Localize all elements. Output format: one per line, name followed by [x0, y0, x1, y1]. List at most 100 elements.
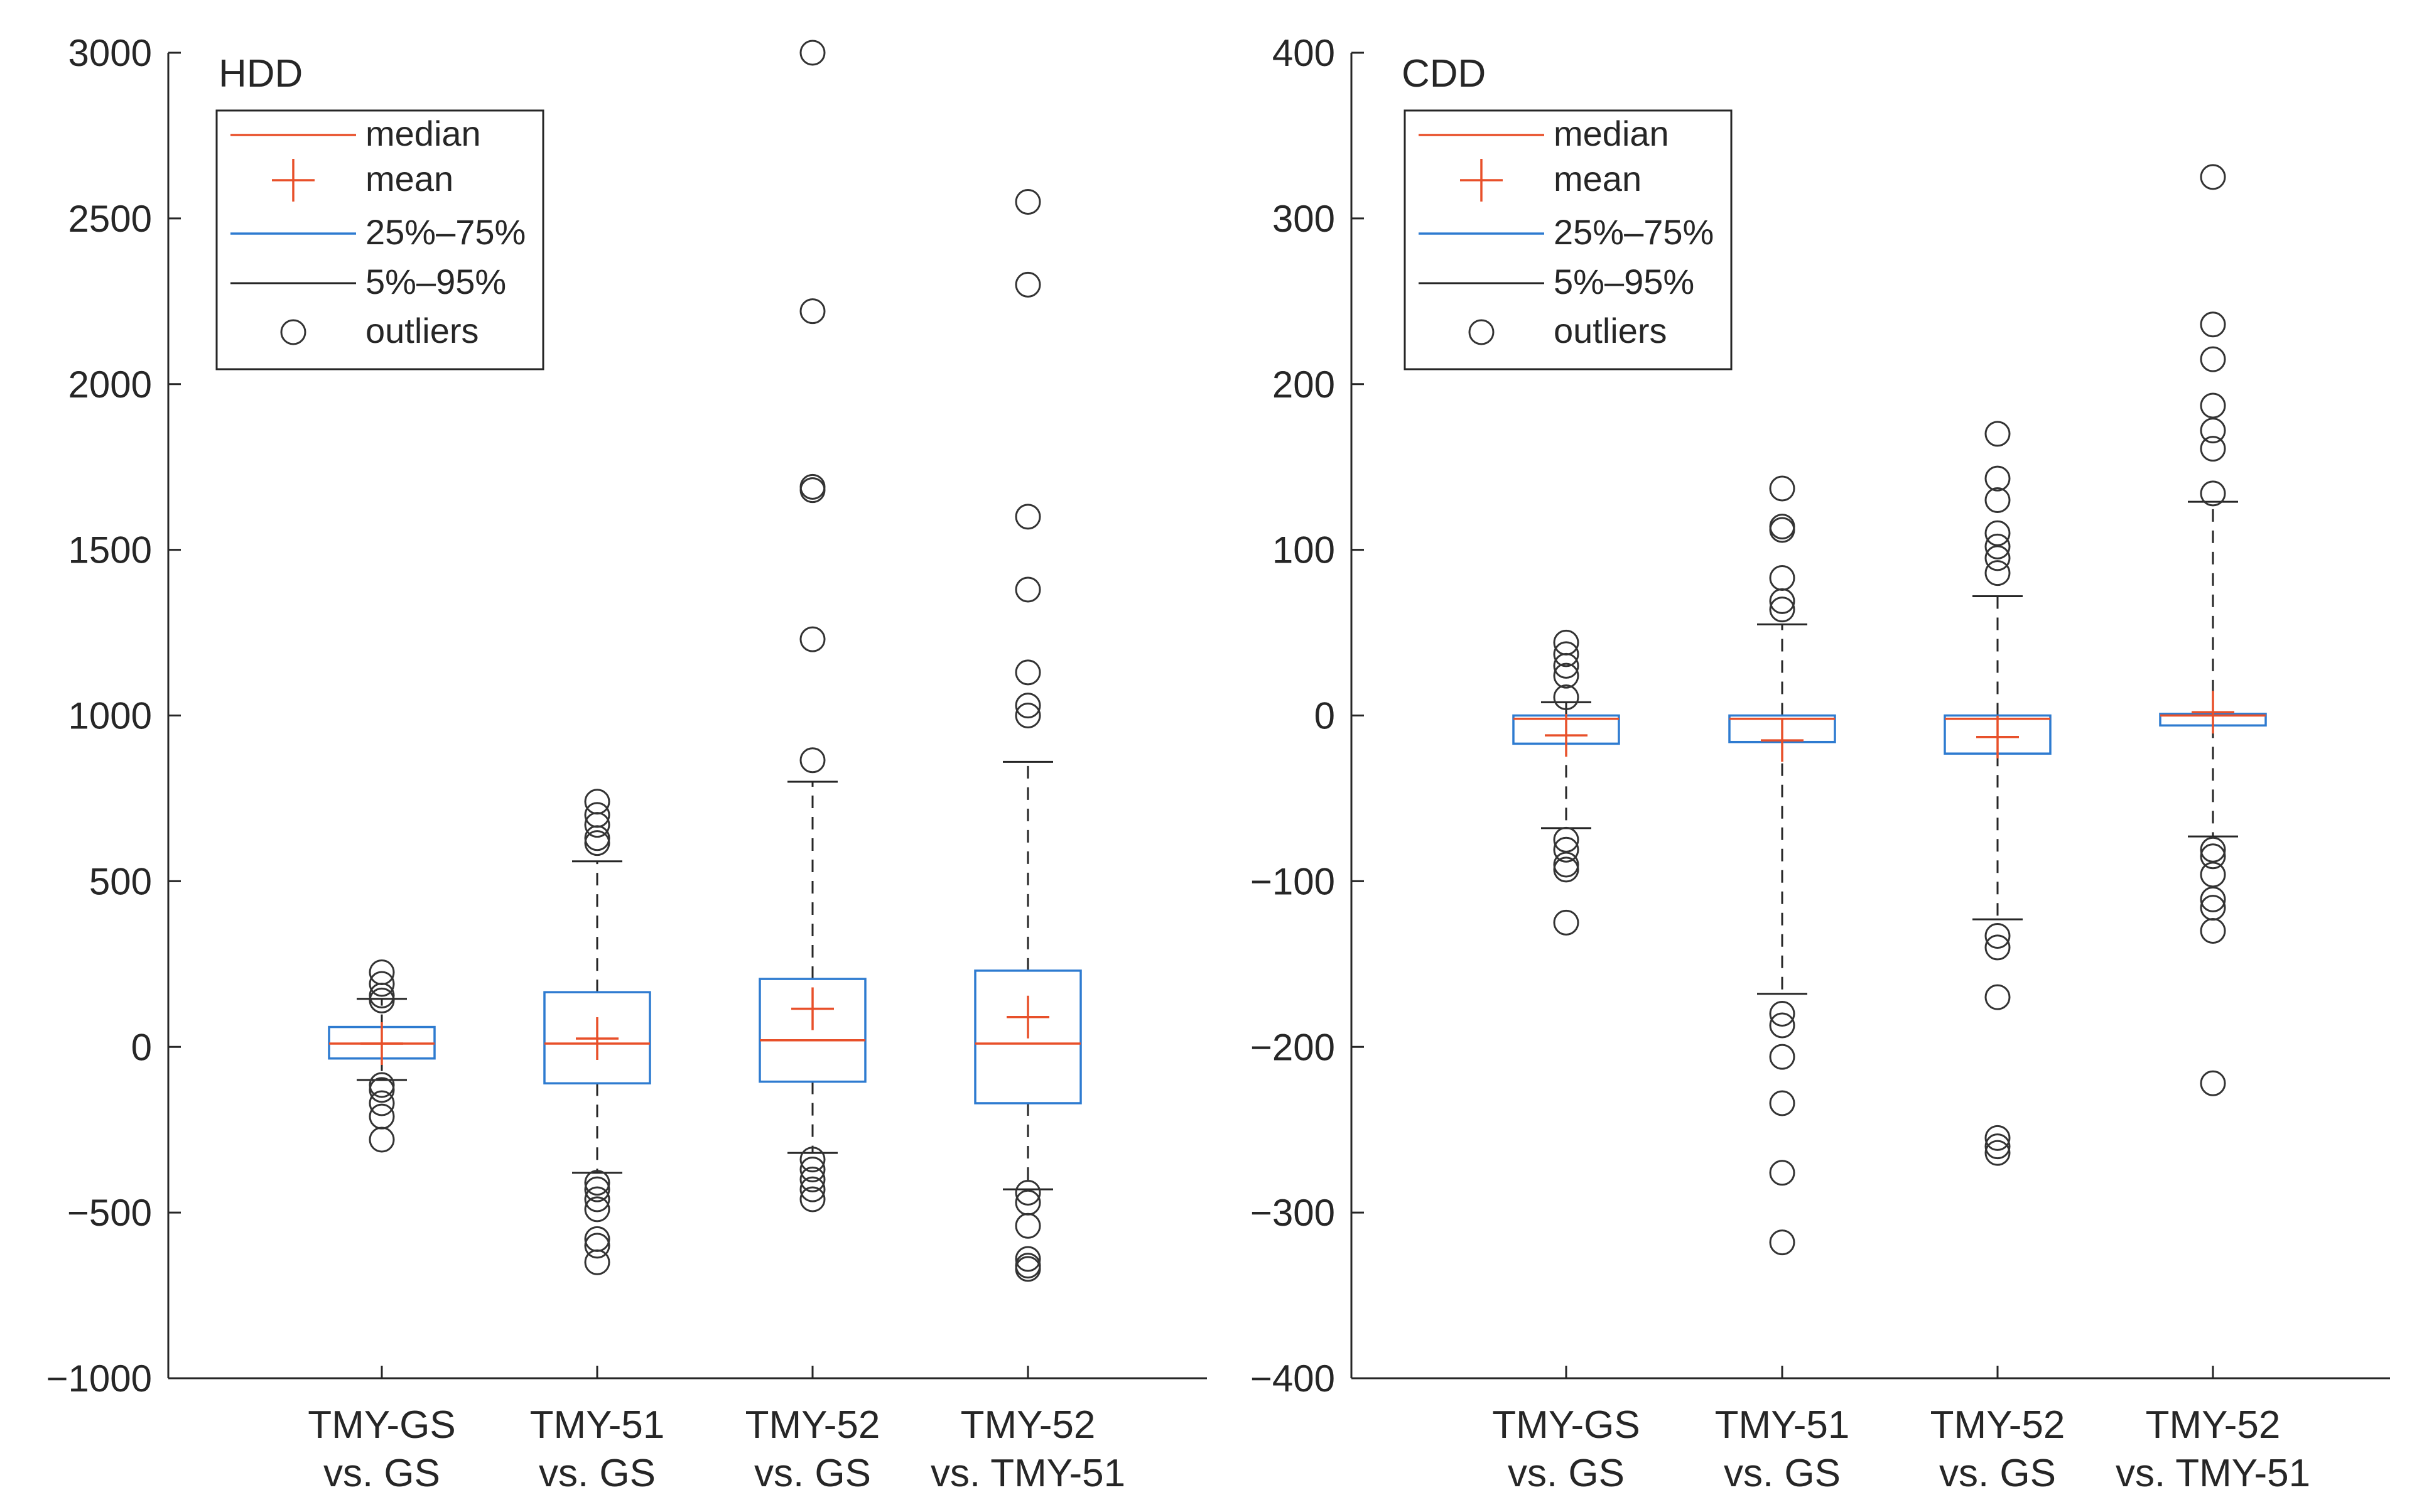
- x-tick-label: vs. GS: [323, 1452, 440, 1495]
- outlier-point: [1984, 922, 2011, 949]
- x-tick-label: vs. GS: [754, 1452, 871, 1495]
- x-tick-label: vs. GS: [1939, 1452, 2056, 1495]
- legend: median mean 25%–75% 5%–95% outliers: [1404, 109, 1733, 370]
- legend-outlier-swatch: [1468, 319, 1495, 345]
- y-tick-label: 400: [1272, 32, 1335, 74]
- outlier-point: [1015, 1212, 1041, 1239]
- outlier-point: [1015, 504, 1041, 530]
- box-series-2: [1728, 475, 1836, 1256]
- outlier-point: [1015, 693, 1041, 719]
- outlier-point: [1769, 517, 1795, 543]
- chart-panel-hdd: −1000 −500 0 500 1000 1500 2000 2500 3000 TMY-GS v…: [46, 32, 1207, 1495]
- outlier-point: [584, 1196, 610, 1223]
- x-tick-label: vs. TMY-51: [931, 1452, 1125, 1495]
- outlier-point: [2200, 392, 2226, 419]
- outlier-point: [1769, 1090, 1795, 1116]
- x-tick-label: vs. GS: [1724, 1452, 1841, 1495]
- legend-label-outliers: outliers: [365, 311, 479, 350]
- outlier-point: [799, 1166, 826, 1192]
- outlier-point: [2200, 861, 2226, 888]
- legend-label-median: median: [365, 114, 481, 153]
- y-tick-label: 2500: [68, 198, 152, 240]
- outlier-point: [1769, 1012, 1795, 1039]
- box-series-3: [759, 40, 867, 1212]
- outlier-point: [799, 1186, 826, 1212]
- y-tick-label: −200: [1250, 1026, 1335, 1068]
- outlier-point: [799, 298, 826, 325]
- y-tick-label: −300: [1250, 1192, 1335, 1234]
- outlier-point: [584, 825, 610, 851]
- outlier-point: [584, 1170, 610, 1196]
- outlier-point: [1553, 641, 1579, 667]
- legend-label-range: 5%–95%: [365, 262, 506, 301]
- outlier-point: [1015, 1179, 1041, 1206]
- outlier-point: [1015, 703, 1041, 728]
- outlier-point: [1015, 271, 1041, 298]
- outlier-point: [584, 830, 610, 856]
- outlier-point: [1769, 588, 1795, 614]
- outlier-point: [2200, 886, 2226, 912]
- outlier-point: [1553, 851, 1579, 878]
- x-tick-label: TMY-52: [745, 1403, 880, 1447]
- outlier-point: [1984, 984, 2011, 1010]
- x-tick-label: TMY-51: [530, 1403, 665, 1447]
- outlier-point: [584, 789, 610, 815]
- legend-label-mean: mean: [1554, 159, 1642, 198]
- legend: median mean 25%–75% 5%–95% outliers: [215, 109, 544, 370]
- x-tick-label: TMY-52: [961, 1403, 1096, 1447]
- outlier-point: [1984, 1140, 2011, 1166]
- outlier-point: [2200, 346, 2226, 372]
- outlier-point: [799, 477, 826, 504]
- outlier-point: [584, 1249, 610, 1275]
- outlier-point: [584, 1186, 610, 1212]
- outlier-point: [1984, 487, 2011, 513]
- y-tick-label: 100: [1272, 529, 1335, 571]
- y-tick-label: 3000: [68, 32, 152, 74]
- outlier-point: [584, 1226, 610, 1252]
- outlier-point: [1984, 1133, 2011, 1160]
- x-tick-label: vs. GS: [1508, 1452, 1625, 1495]
- outlier-point: [2200, 918, 2226, 944]
- outlier-point: [584, 1233, 610, 1259]
- legend-label-range: 5%–95%: [1554, 262, 1694, 301]
- outlier-point: [369, 1077, 395, 1103]
- outlier-point: [1984, 465, 2011, 492]
- outlier-point: [799, 747, 826, 774]
- outlier-point: [1553, 856, 1579, 883]
- box-series-1: [1512, 629, 1620, 936]
- outlier-point: [1553, 652, 1579, 679]
- outlier-point: [1769, 1229, 1795, 1256]
- outlier-point: [1015, 1189, 1041, 1216]
- outlier-point: [1769, 597, 1795, 623]
- outlier-point: [1769, 1000, 1795, 1027]
- outlier-point: [2200, 436, 2226, 462]
- outlier-point: [1015, 1256, 1041, 1282]
- outlier-point: [584, 812, 610, 838]
- outlier-point: [1769, 1044, 1795, 1070]
- outlier-point: [369, 1103, 395, 1130]
- y-tick-label: −100: [1250, 860, 1335, 902]
- outlier-point: [1553, 662, 1579, 689]
- x-tick-label: TMY-51: [1715, 1403, 1850, 1447]
- outlier-point: [1984, 533, 2011, 559]
- outlier-point: [799, 626, 826, 652]
- x-tick-label: TMY-52: [1930, 1403, 2065, 1447]
- box-series-3: [1944, 421, 2052, 1166]
- box-series-4: [2159, 164, 2267, 1096]
- x-tick-label: TMY-52: [2146, 1403, 2281, 1447]
- y-tick-label: 200: [1272, 364, 1335, 406]
- x-tick-label: TMY-GS: [1492, 1403, 1640, 1447]
- outlier-point: [2200, 164, 2226, 190]
- outlier-point: [369, 971, 395, 997]
- iqr-box: [543, 991, 651, 1085]
- outlier-point: [1769, 564, 1795, 591]
- outlier-point: [1015, 659, 1041, 686]
- outlier-point: [1984, 1125, 2011, 1151]
- outlier-point: [2200, 480, 2226, 507]
- outlier-point: [369, 1126, 395, 1153]
- outlier-point: [2200, 1070, 2226, 1096]
- legend-outlier-swatch: [280, 319, 306, 345]
- outlier-point: [584, 802, 610, 828]
- outlier-point: [1553, 826, 1579, 853]
